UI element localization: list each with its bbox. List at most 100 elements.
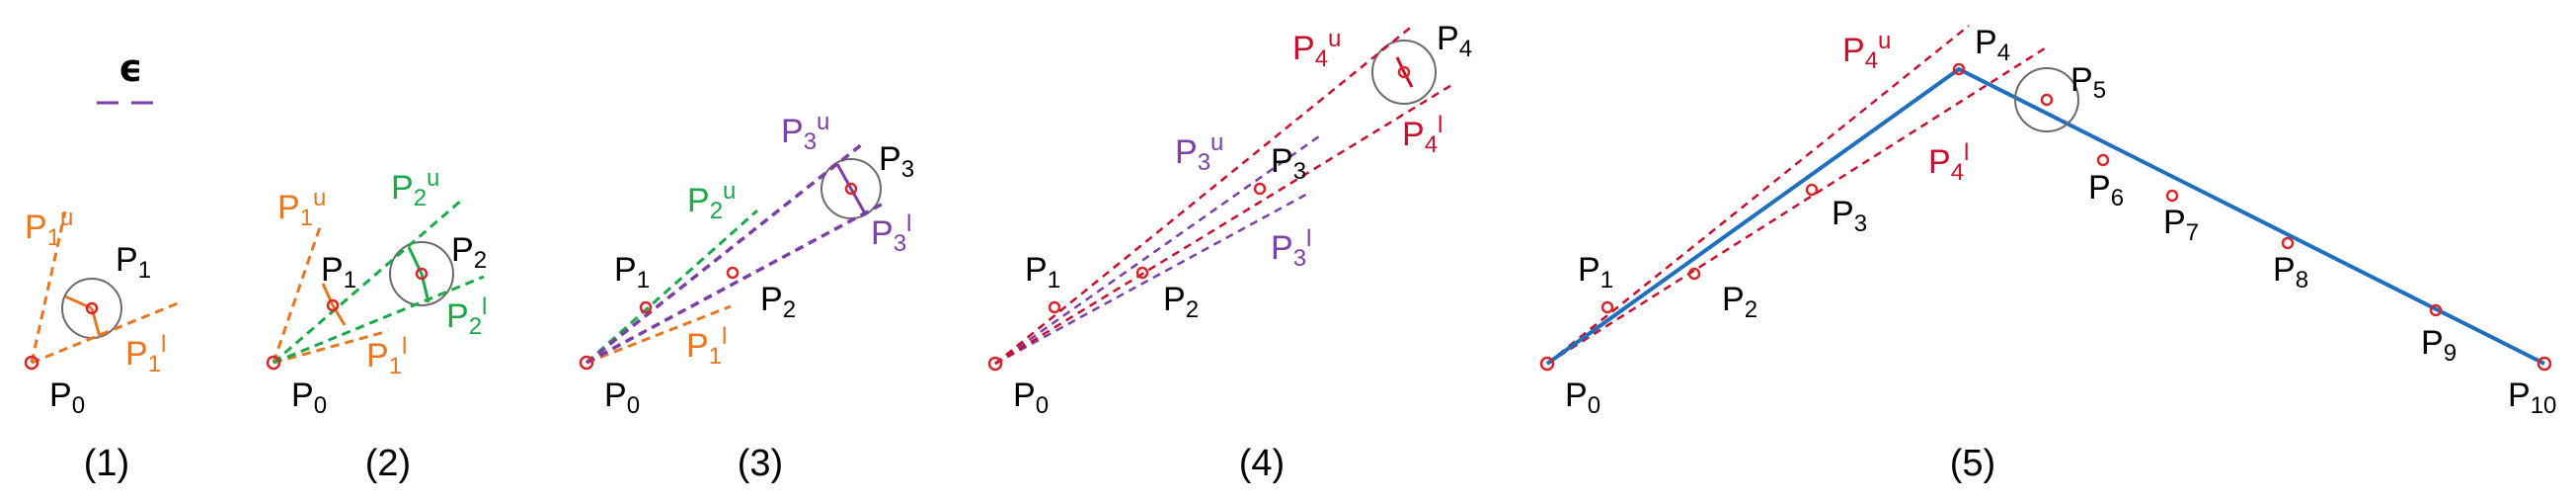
point-label: P6 bbox=[2088, 169, 2124, 211]
trajectory-point bbox=[1805, 183, 1819, 197]
point-label: P4 bbox=[1437, 20, 1472, 62]
epsilon-symbol: ϵ bbox=[118, 46, 143, 90]
bound-lower-line bbox=[31, 301, 179, 365]
bound-label: P4u bbox=[1292, 26, 1341, 72]
bound-label: P3u bbox=[781, 109, 829, 155]
panel-captions: (1) (2) (3) (4) (5) bbox=[84, 443, 1995, 484]
tolerance-circle bbox=[1371, 40, 1437, 105]
point-label: P2 bbox=[1722, 281, 1757, 323]
bound-lower-line bbox=[585, 304, 732, 365]
point-label: P3 bbox=[1271, 142, 1306, 185]
trajectory-point bbox=[2537, 356, 2552, 372]
point-label: P0 bbox=[291, 377, 327, 419]
bound-label: P2l bbox=[446, 293, 487, 340]
panel-3 bbox=[579, 142, 886, 371]
radius-segment bbox=[1402, 71, 1414, 88]
point-label: P9 bbox=[2421, 324, 2457, 367]
bound-upper-line bbox=[585, 209, 758, 365]
bound-lower-line bbox=[273, 329, 389, 365]
bound-lower-line bbox=[585, 201, 886, 365]
bound-label: P3l bbox=[1271, 225, 1311, 272]
trajectory-point bbox=[844, 182, 858, 196]
bound-label: P3u bbox=[1175, 129, 1223, 176]
trajectory-point bbox=[24, 355, 39, 371]
point-label: P1 bbox=[1578, 251, 1613, 293]
trajectory-point bbox=[415, 267, 429, 281]
point-label: P3 bbox=[879, 140, 914, 183]
bound-label: P2u bbox=[391, 165, 439, 211]
bound-upper-line bbox=[994, 134, 1320, 366]
trajectory-point bbox=[2096, 153, 2110, 167]
bound-label: P4u bbox=[1842, 28, 1891, 74]
point-label: P1 bbox=[116, 241, 151, 284]
bound-label: P1l bbox=[366, 333, 407, 379]
bound-label: P1l bbox=[125, 331, 166, 377]
panel-2 bbox=[266, 199, 485, 371]
panel-1 bbox=[24, 210, 179, 371]
bound-upper-line bbox=[30, 210, 67, 364]
trajectory-point bbox=[1253, 182, 1267, 196]
panel-caption: (4) bbox=[1239, 443, 1285, 484]
bound-label: P1u bbox=[277, 185, 326, 231]
trajectory-point bbox=[1048, 300, 1061, 314]
point-label: P7 bbox=[2163, 204, 2199, 246]
trajectory-point bbox=[639, 300, 653, 314]
panel-5 bbox=[1539, 25, 2552, 372]
trajectory-point bbox=[1687, 267, 1701, 281]
trajectory-point bbox=[1600, 300, 1614, 314]
point-label: P2 bbox=[1163, 281, 1199, 323]
trajectory-point bbox=[1135, 266, 1149, 280]
point-label: P1 bbox=[321, 251, 356, 293]
trajectory-point bbox=[1539, 356, 1555, 372]
trajectory-point bbox=[987, 356, 1003, 372]
bound-lower-line bbox=[994, 82, 1454, 366]
bound-label: P4l bbox=[1402, 112, 1443, 158]
point-label: P4 bbox=[1975, 24, 2010, 66]
bound-upper-line bbox=[994, 24, 1415, 365]
trajectory-point bbox=[2040, 93, 2054, 107]
bound-upper-line bbox=[1546, 25, 1970, 365]
tolerance-circle bbox=[2014, 67, 2079, 132]
point-label: P2 bbox=[451, 231, 487, 274]
tolerance-circle bbox=[820, 158, 882, 219]
bound-label: P4l bbox=[1928, 139, 1969, 186]
trajectory-point bbox=[579, 355, 594, 371]
point-label: P0 bbox=[604, 377, 640, 419]
radius-segment bbox=[1395, 56, 1406, 73]
bound-label: P3l bbox=[871, 210, 911, 257]
trajectory-point bbox=[1397, 65, 1411, 79]
point-label: P0 bbox=[1013, 377, 1049, 419]
trajectory-point bbox=[2165, 189, 2179, 203]
panel-caption: (3) bbox=[738, 443, 783, 484]
bound-label: P2u bbox=[687, 178, 736, 224]
simplified-trajectory-line bbox=[1545, 66, 2545, 366]
point-label: P2 bbox=[760, 281, 796, 323]
trajectory-point bbox=[326, 298, 340, 312]
point-label: P1 bbox=[1025, 251, 1060, 293]
point-label: P10 bbox=[2508, 377, 2556, 419]
point-label: P5 bbox=[2070, 61, 2106, 104]
point-label: P0 bbox=[49, 377, 85, 419]
trajectory-point bbox=[1952, 62, 1966, 76]
panel-4 bbox=[987, 24, 1454, 372]
point-labels: P0 P1 P1u P1l P0 P1 P2 P1u P1l P2u P2l P… bbox=[25, 20, 2556, 419]
bound-upper-line bbox=[273, 199, 462, 365]
bound-lower-line bbox=[994, 190, 1312, 366]
point-label: P0 bbox=[1565, 377, 1600, 419]
bound-upper-line bbox=[272, 226, 322, 364]
trajectory-point bbox=[2429, 303, 2443, 317]
bound-lower-line bbox=[1546, 44, 2049, 366]
panel-caption: (1) bbox=[84, 443, 129, 484]
trajectory-point bbox=[2281, 236, 2295, 250]
bound-label: P1u bbox=[25, 205, 73, 251]
bound-lower-line bbox=[273, 275, 485, 365]
epsilon-legend: ϵ bbox=[97, 46, 153, 105]
bound-label: P1l bbox=[686, 323, 727, 370]
trajectory-point bbox=[85, 301, 99, 315]
trajectory-point bbox=[726, 266, 740, 280]
trajectory-point bbox=[266, 355, 281, 371]
point-label: P8 bbox=[2273, 251, 2308, 293]
tolerance-circle bbox=[389, 241, 454, 306]
panel-caption: (5) bbox=[1950, 443, 1995, 484]
